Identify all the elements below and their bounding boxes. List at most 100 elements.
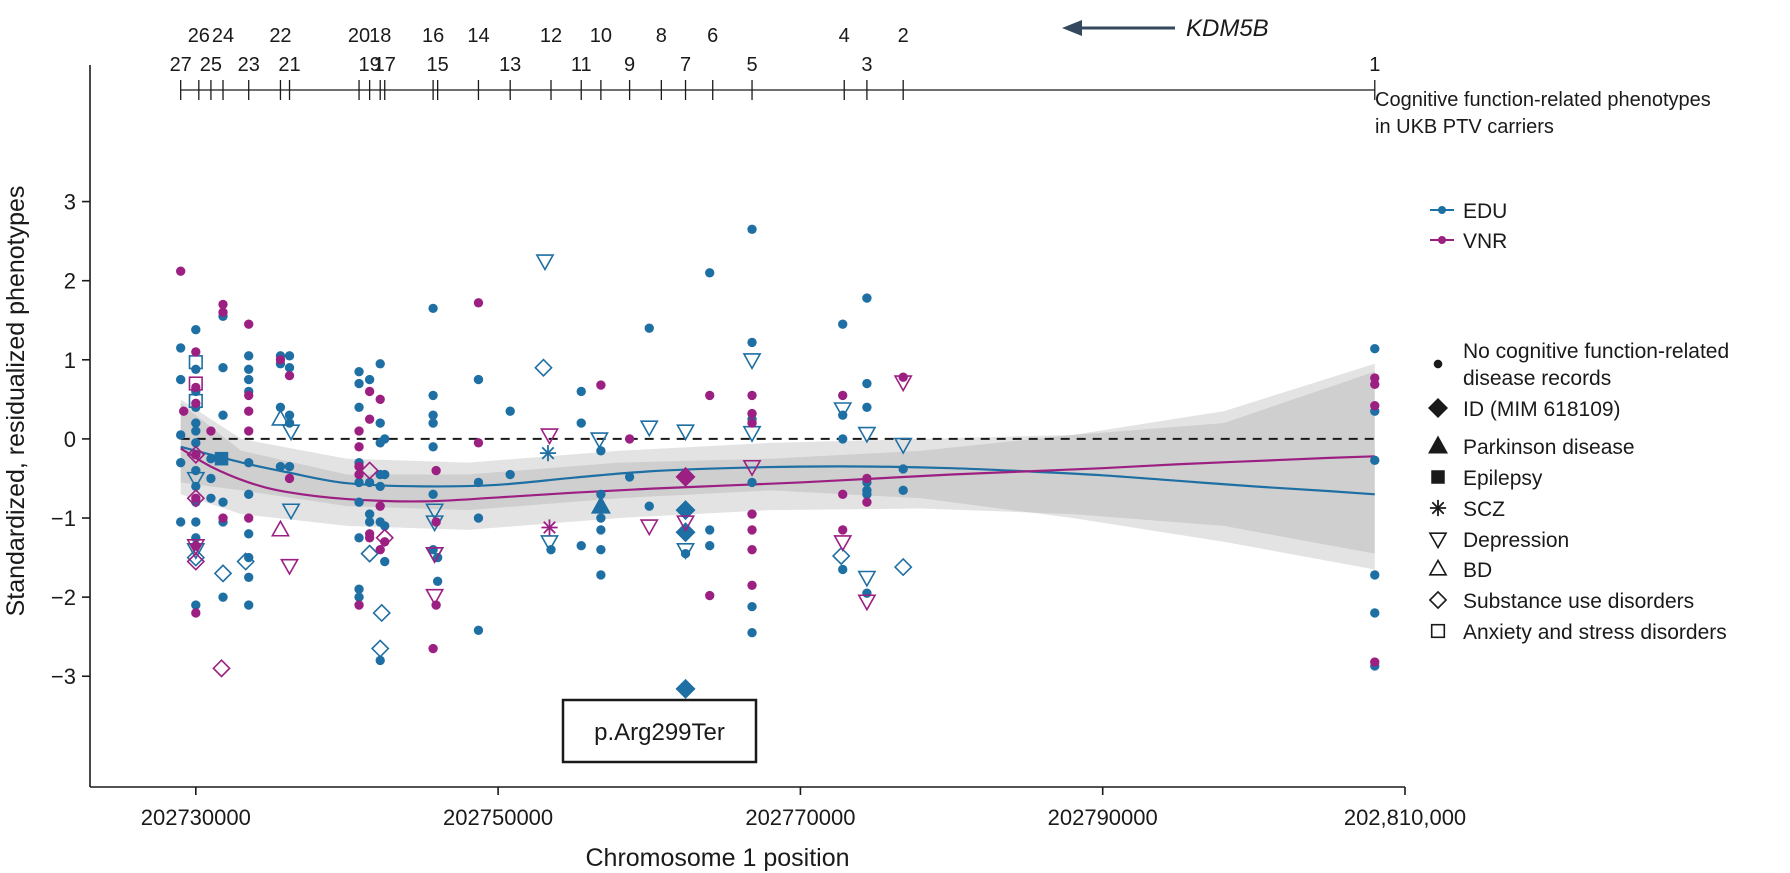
legend-shape-label: Substance use disorders xyxy=(1463,590,1694,613)
exon-label: 20 xyxy=(348,25,370,47)
annotation: p.Arg299Ter xyxy=(561,698,758,764)
edu-point xyxy=(857,570,877,588)
edu-point xyxy=(375,359,385,369)
exon-label: 7 xyxy=(680,54,691,76)
edu-point xyxy=(747,601,757,612)
edu-point xyxy=(244,572,254,583)
edu-point xyxy=(576,418,586,428)
vnr-point xyxy=(747,390,757,401)
edu-point xyxy=(284,461,295,472)
edu-point xyxy=(186,548,206,567)
edu-point xyxy=(428,303,438,314)
edu-point xyxy=(284,363,295,373)
edu-point xyxy=(191,600,201,610)
edu-point xyxy=(213,564,233,583)
edu-point xyxy=(676,543,695,560)
edu-point xyxy=(364,374,375,385)
vnr-point xyxy=(244,426,254,436)
vnr-point xyxy=(244,390,254,401)
edu-point xyxy=(218,410,228,420)
edu-point xyxy=(354,497,364,507)
exon-label: 5 xyxy=(746,54,757,76)
edu-point xyxy=(218,363,228,373)
edu-point xyxy=(191,426,201,436)
edu-point xyxy=(539,445,557,462)
exon-label: 9 xyxy=(624,54,635,76)
edu-point xyxy=(705,541,715,551)
smooth-curve-vnr xyxy=(180,447,1375,503)
edu-point xyxy=(862,378,872,389)
edu-point xyxy=(375,481,385,492)
legend-label-vnr: VNR xyxy=(1463,230,1507,253)
legend-shape-label: SCZ xyxy=(1463,498,1505,521)
vnr-point xyxy=(862,473,872,484)
exon-label: 15 xyxy=(427,54,449,76)
legend-shape-dot xyxy=(1433,359,1443,369)
edu-point xyxy=(354,366,364,377)
edu-point xyxy=(425,503,445,521)
edu-point xyxy=(747,477,757,488)
edu-point xyxy=(281,424,301,442)
vnr-point xyxy=(596,380,606,390)
edu-point xyxy=(644,501,654,511)
vnr-point xyxy=(186,445,206,464)
vnr-point xyxy=(838,525,848,535)
edu-point xyxy=(218,592,228,602)
edu-point xyxy=(596,525,606,535)
vnr-point xyxy=(280,558,299,576)
legend-shape-diamond-filled xyxy=(1428,398,1448,418)
edu-point xyxy=(831,546,851,566)
edu-point xyxy=(354,378,364,389)
y-tick-label: −3 xyxy=(51,664,76,689)
edu-point xyxy=(675,500,696,521)
edu-point xyxy=(742,353,762,370)
vnr-point xyxy=(898,372,908,382)
edu-point xyxy=(838,564,848,575)
edu-point xyxy=(644,323,654,333)
legend-shape-triangle-down-open xyxy=(1428,532,1448,550)
edu-point xyxy=(505,406,515,416)
vnr-point xyxy=(191,493,201,503)
asterisk-stroke xyxy=(541,446,555,460)
vnr-point xyxy=(473,438,484,448)
smooth-curves xyxy=(180,445,1375,503)
edu-point xyxy=(596,544,606,555)
legend-label-edu: EDU xyxy=(1463,200,1507,223)
plot-area xyxy=(176,224,1380,699)
vnr-point xyxy=(540,428,559,446)
edu-point xyxy=(354,533,364,543)
legend-shape-label: ID (MIM 618109) xyxy=(1463,398,1621,421)
edu-point xyxy=(535,254,555,272)
y-tick-label: −2 xyxy=(51,585,76,610)
vnr-point xyxy=(473,298,484,308)
legend-shape-label: Epilepsy xyxy=(1463,467,1543,490)
x-tick-label: 202,810,000 xyxy=(1344,805,1466,830)
edu-point xyxy=(596,570,606,580)
confidence-bands xyxy=(180,363,1375,570)
vnr-point xyxy=(747,525,757,535)
vnr-point xyxy=(375,544,385,555)
legend-shape-label: Parkinson disease xyxy=(1463,436,1635,459)
vnr-point xyxy=(375,501,385,511)
edu-point xyxy=(275,461,286,472)
edu-point xyxy=(354,477,364,488)
edu-point xyxy=(284,410,295,420)
edu-point xyxy=(354,402,364,412)
edu-point xyxy=(675,522,696,543)
edu-point xyxy=(191,465,201,476)
vnr-point xyxy=(639,519,659,537)
edu-point xyxy=(893,557,913,577)
edu-point xyxy=(505,469,515,480)
y-tick-label: 3 xyxy=(64,190,76,215)
vnr-point xyxy=(191,347,201,357)
edu-point xyxy=(862,489,872,499)
gene-track: 2726252423222120191817161514131211109876… xyxy=(170,20,1711,138)
edu-point xyxy=(380,469,390,480)
edu-point xyxy=(624,472,635,482)
edu-point xyxy=(428,442,438,452)
vnr-point xyxy=(284,370,295,381)
edu-point xyxy=(473,625,484,636)
edu-point xyxy=(191,325,201,335)
exon-label: 4 xyxy=(839,25,850,47)
exon-label: 14 xyxy=(467,25,489,47)
